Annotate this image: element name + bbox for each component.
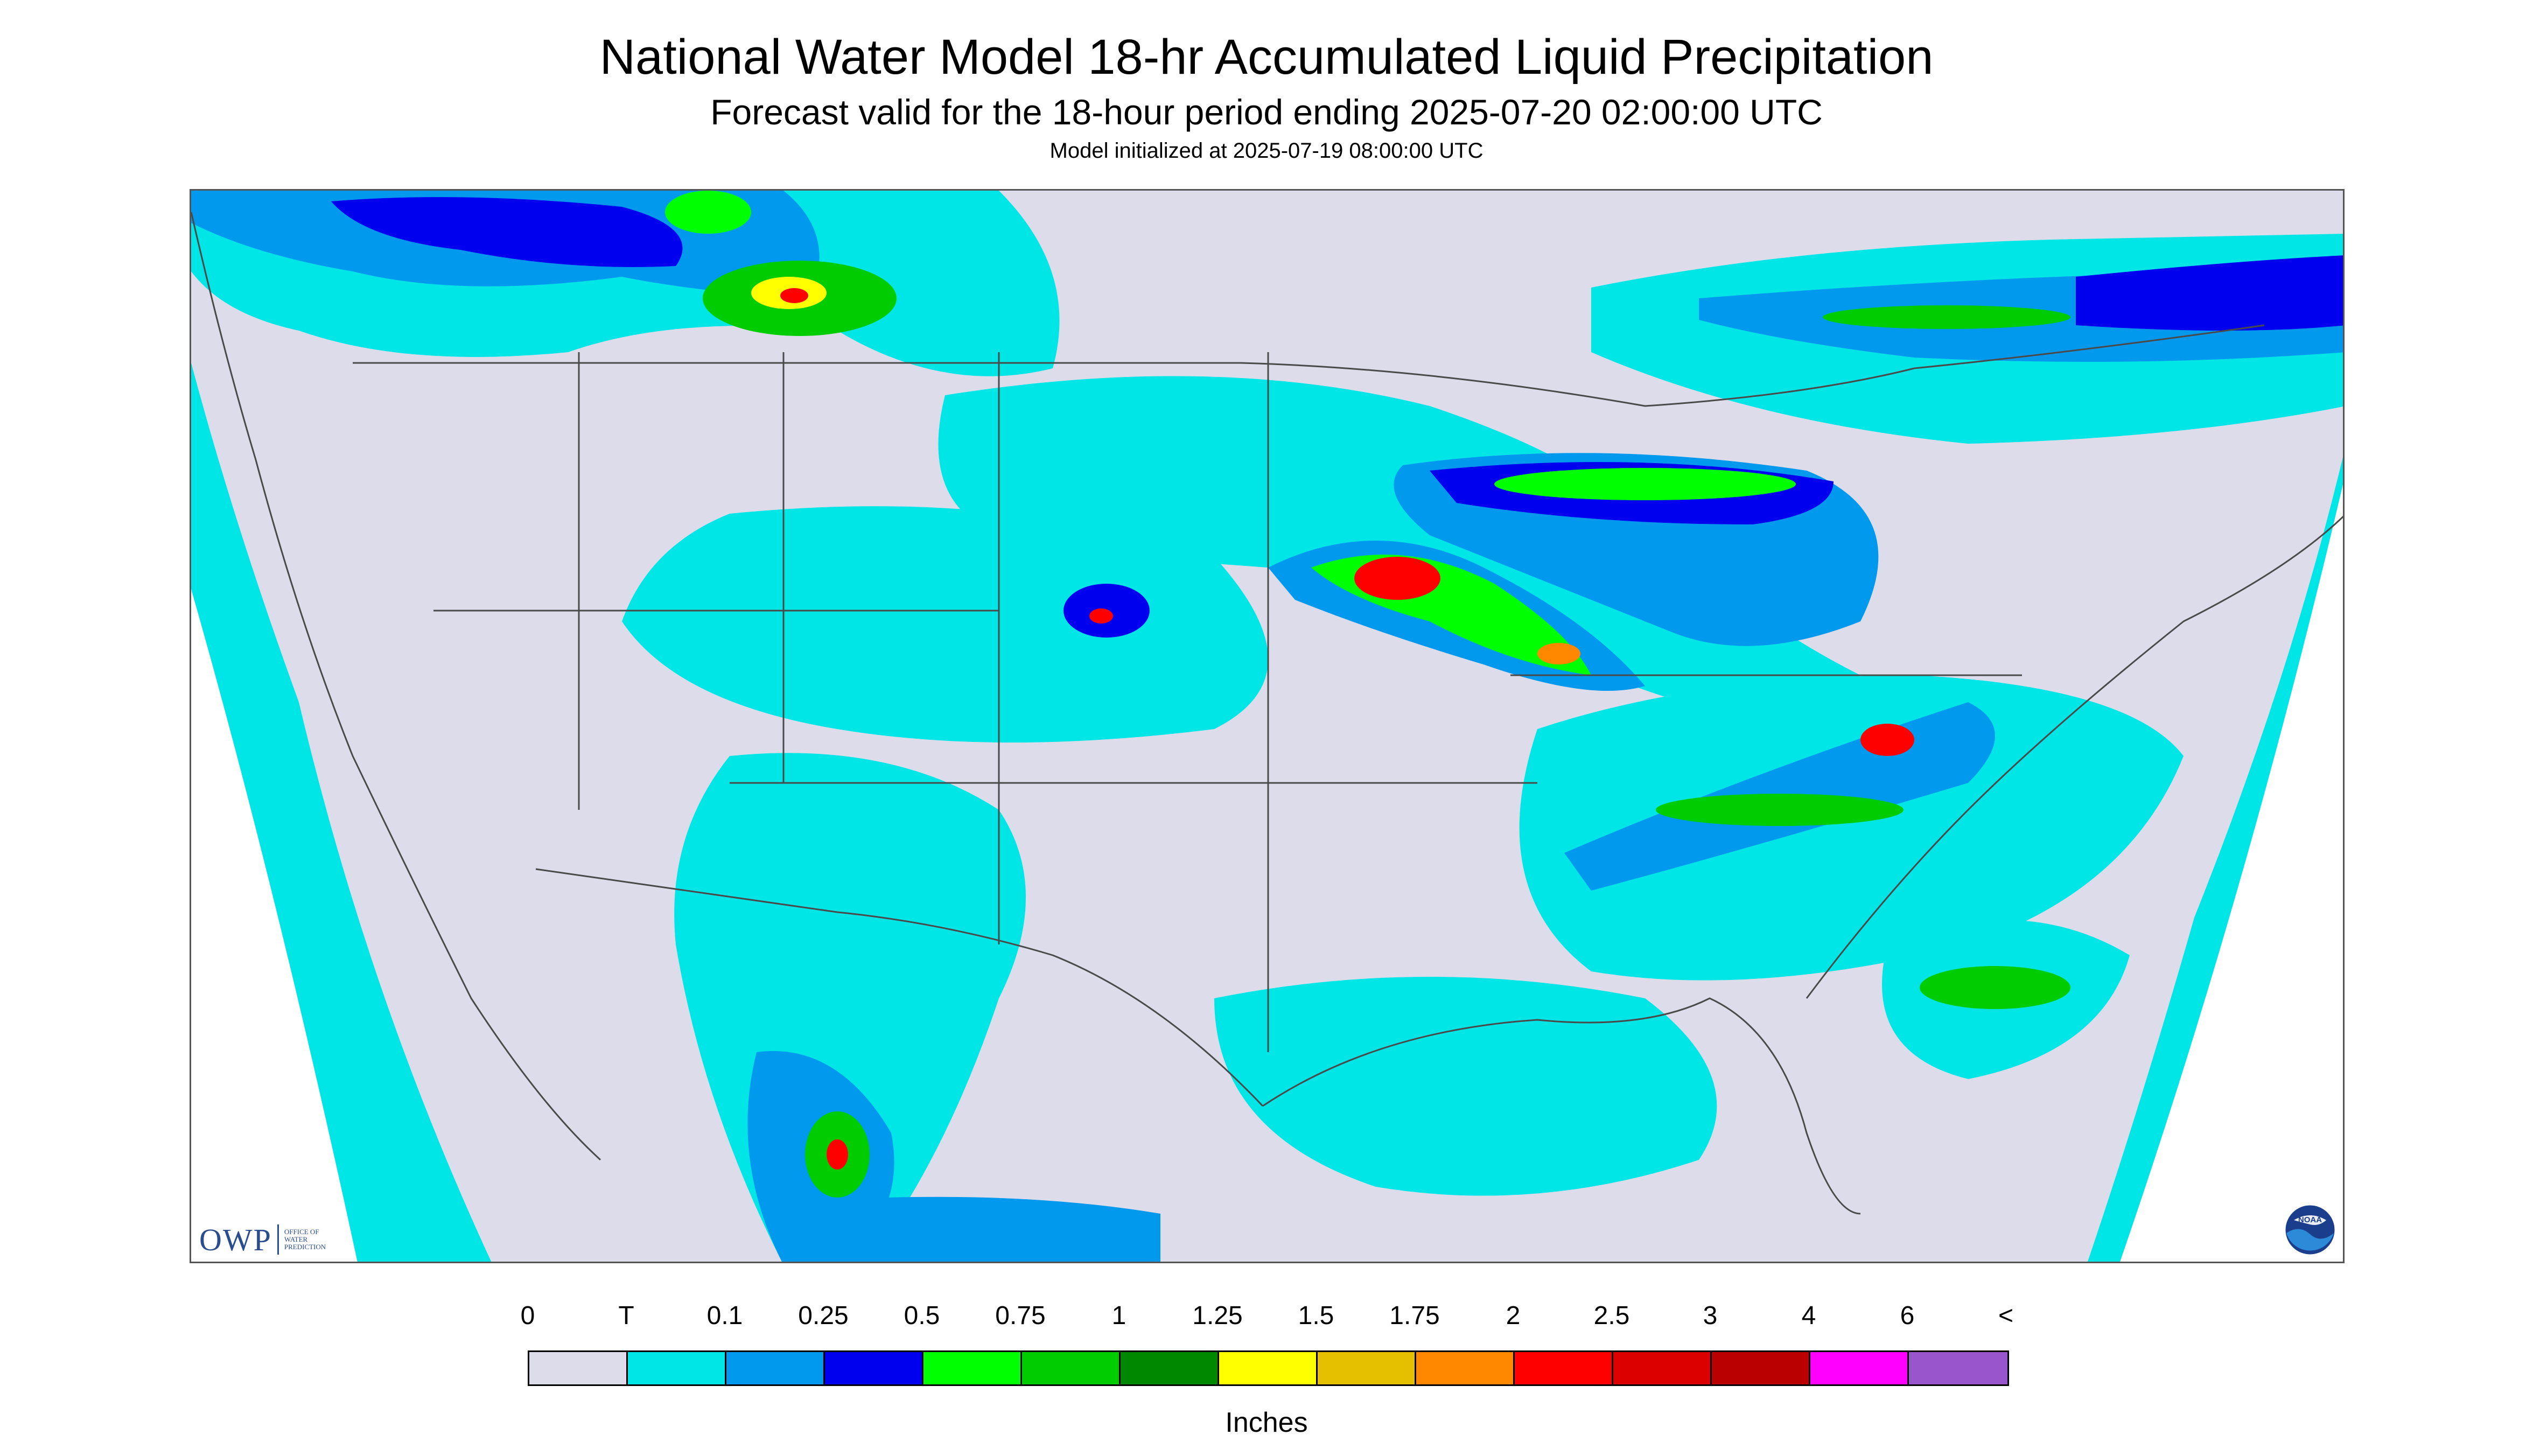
legend-label: < xyxy=(1998,1301,2014,1330)
rain-iowa-core xyxy=(1354,557,1440,600)
map-title: National Water Model 18-hr Accumulated L… xyxy=(599,30,1934,85)
owp-line-3: PREDICTION xyxy=(284,1243,326,1251)
legend-label: 0.1 xyxy=(706,1301,743,1330)
domain-mask-right xyxy=(2120,484,2343,1262)
legend-label: 0.75 xyxy=(995,1301,1046,1330)
pacific-rain-band xyxy=(191,363,492,1262)
rain-great-lakes-core xyxy=(1494,468,1796,500)
boundary-lines xyxy=(191,212,2343,1215)
legend-label: 0.5 xyxy=(904,1301,940,1330)
rain-eastern xyxy=(1519,675,2184,981)
legend-label: 1.25 xyxy=(1192,1301,1243,1330)
legend-label: 1 xyxy=(1111,1301,1126,1330)
owp-line-1: OFFICE OF xyxy=(284,1228,319,1236)
noaa-logo: NOAA xyxy=(2284,1203,2336,1256)
legend-label: 6 xyxy=(1900,1301,1915,1330)
rain-virginia-core xyxy=(1860,724,1914,756)
precipitation-map-svg xyxy=(191,191,2343,1262)
atlantic-coast-line xyxy=(1806,515,2343,999)
legend-label: 0 xyxy=(520,1301,535,1330)
forecast-valid-subtitle: Forecast valid for the 18-hour period en… xyxy=(710,92,1823,132)
legend-swatch xyxy=(1416,1352,1515,1384)
model-init-time: Model initialized at 2025-07-19 08:00:00… xyxy=(1049,139,1484,163)
legend-swatch xyxy=(1515,1352,1613,1384)
rain-ne-core xyxy=(1823,305,2070,329)
rain-nebraska-core xyxy=(1089,608,1113,624)
rain-ne-canada-heavy xyxy=(2076,255,2343,331)
legend-label: 1.5 xyxy=(1298,1301,1334,1330)
legend-label: T xyxy=(618,1301,634,1330)
rain-nw-core-4 xyxy=(665,191,751,234)
rain-appalachian-core xyxy=(1656,794,1904,826)
domain-mask-left xyxy=(191,589,358,1262)
owp-separator xyxy=(277,1224,279,1255)
legend-units: Inches xyxy=(1225,1407,1308,1438)
rain-iowa-core-2 xyxy=(1537,643,1580,664)
us-canada-border xyxy=(353,324,2265,407)
legend-swatch xyxy=(825,1352,923,1384)
owp-line-2: WATER xyxy=(284,1235,308,1243)
legend-label: 1.75 xyxy=(1389,1301,1440,1330)
rain-nw-core-3 xyxy=(780,288,808,303)
rain-nw-canada-heavy xyxy=(331,197,683,267)
precipitation-map[interactable] xyxy=(190,189,2345,1263)
coastline-west xyxy=(191,212,601,1161)
rain-atlantic-core xyxy=(1920,966,2070,1009)
legend-swatch xyxy=(1318,1352,1416,1384)
us-mexico-border xyxy=(535,868,1264,1107)
legend-label: 2.5 xyxy=(1593,1301,1630,1330)
legend-label: 4 xyxy=(1801,1301,1816,1330)
owp-logo: OWP OFFICE OF WATER PREDICTION xyxy=(199,1222,326,1257)
noaa-text: NOAA xyxy=(2298,1215,2322,1224)
legend-swatch xyxy=(1022,1352,1121,1384)
legend-swatch xyxy=(726,1352,825,1384)
legend-swatch xyxy=(1613,1352,1712,1384)
rain-bottom-band xyxy=(783,1196,1160,1262)
legend-label: 2 xyxy=(1506,1301,1521,1330)
legend-swatch xyxy=(923,1352,1022,1384)
legend-label: 3 xyxy=(1703,1301,1718,1330)
rain-gulf-coast xyxy=(1214,977,1717,1196)
owp-fullname: OFFICE OF WATER PREDICTION xyxy=(284,1228,326,1251)
legend-swatch xyxy=(529,1352,628,1384)
legend-swatch xyxy=(1121,1352,1219,1384)
legend-labels: 0 T 0.1 0.25 0.5 0.75 1 1.25 1.5 1.75 2 2.5 3 4 6 < xyxy=(0,1303,2533,1335)
gulf-coast-line xyxy=(1262,997,1861,1215)
rain-mexico-core-2 xyxy=(827,1139,848,1170)
owp-abbrev: OWP xyxy=(199,1222,272,1257)
legend-swatch xyxy=(1219,1352,1318,1384)
legend-swatch xyxy=(628,1352,726,1384)
legend-colorbar xyxy=(528,1350,2009,1386)
legend-swatch xyxy=(1810,1352,1909,1384)
legend-swatch xyxy=(1712,1352,1810,1384)
legend-label: 0.25 xyxy=(798,1301,849,1330)
legend-swatch xyxy=(1909,1352,2007,1384)
